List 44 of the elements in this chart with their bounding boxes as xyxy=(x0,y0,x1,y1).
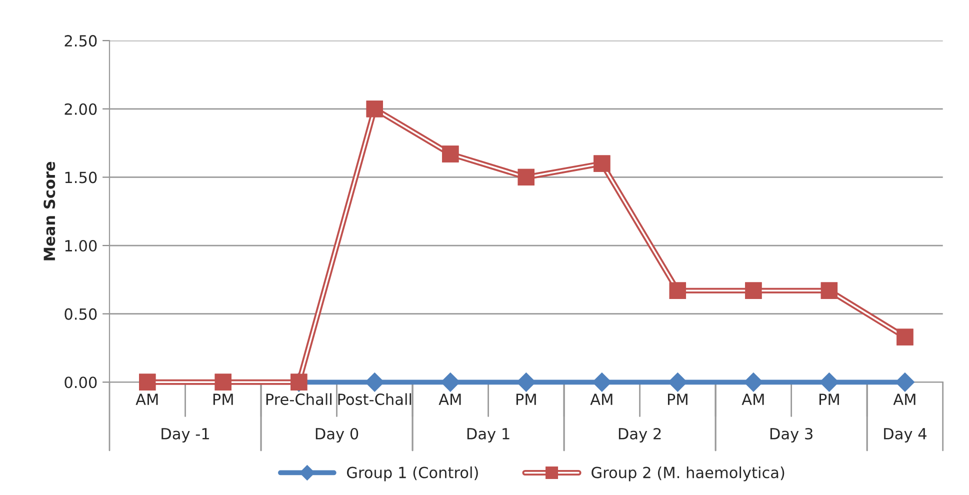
x-tick-label: PM xyxy=(668,394,688,405)
y-tick-label: 0.50 xyxy=(64,308,97,320)
x-tick-label: AM xyxy=(438,394,461,405)
y-tick-label: 1.50 xyxy=(65,172,97,184)
point xyxy=(895,372,914,392)
point xyxy=(139,374,156,390)
text: Day 4 xyxy=(884,428,926,442)
y-tick-label: 2.00 xyxy=(64,103,97,115)
y-tick-label: 1.00 xyxy=(65,240,97,252)
y-tick-label: 0.00 xyxy=(64,376,97,388)
x-tick-label: AM xyxy=(136,394,158,405)
point xyxy=(518,168,534,186)
point xyxy=(440,372,460,392)
legend-label: Group 2 (M. haemolytica) xyxy=(592,466,784,482)
x-tick-label: AM xyxy=(590,394,612,405)
point xyxy=(366,100,383,118)
text: Day 3 xyxy=(770,428,812,442)
point xyxy=(214,374,232,390)
x-tick-label: AM xyxy=(742,394,764,405)
text: Day -1 xyxy=(162,428,209,442)
legend-label: Group 1 (Control) xyxy=(347,466,478,482)
x-tick-label: PM xyxy=(516,394,536,405)
x-tick-label: PM xyxy=(820,394,839,405)
point xyxy=(820,282,838,299)
point xyxy=(744,372,763,392)
x-tick-label: PM xyxy=(213,394,233,405)
x-tick-label: Post-Chall xyxy=(338,393,412,406)
point xyxy=(594,155,610,172)
text: Day 0 xyxy=(316,428,358,442)
point xyxy=(442,146,459,162)
point xyxy=(669,282,686,299)
point xyxy=(896,328,914,346)
x-tick-label: Pre-Chall xyxy=(266,393,332,406)
y-tick-label: 2.50 xyxy=(64,35,97,47)
point xyxy=(592,372,612,392)
point xyxy=(745,282,762,299)
point xyxy=(365,372,384,392)
point xyxy=(516,372,536,392)
x-tick-label: AM xyxy=(893,394,916,405)
point xyxy=(668,372,688,392)
text: Day 1 xyxy=(467,428,510,442)
text: Day 2 xyxy=(618,428,661,442)
point xyxy=(820,372,839,392)
y-axis-title: Mean Score xyxy=(44,162,56,260)
